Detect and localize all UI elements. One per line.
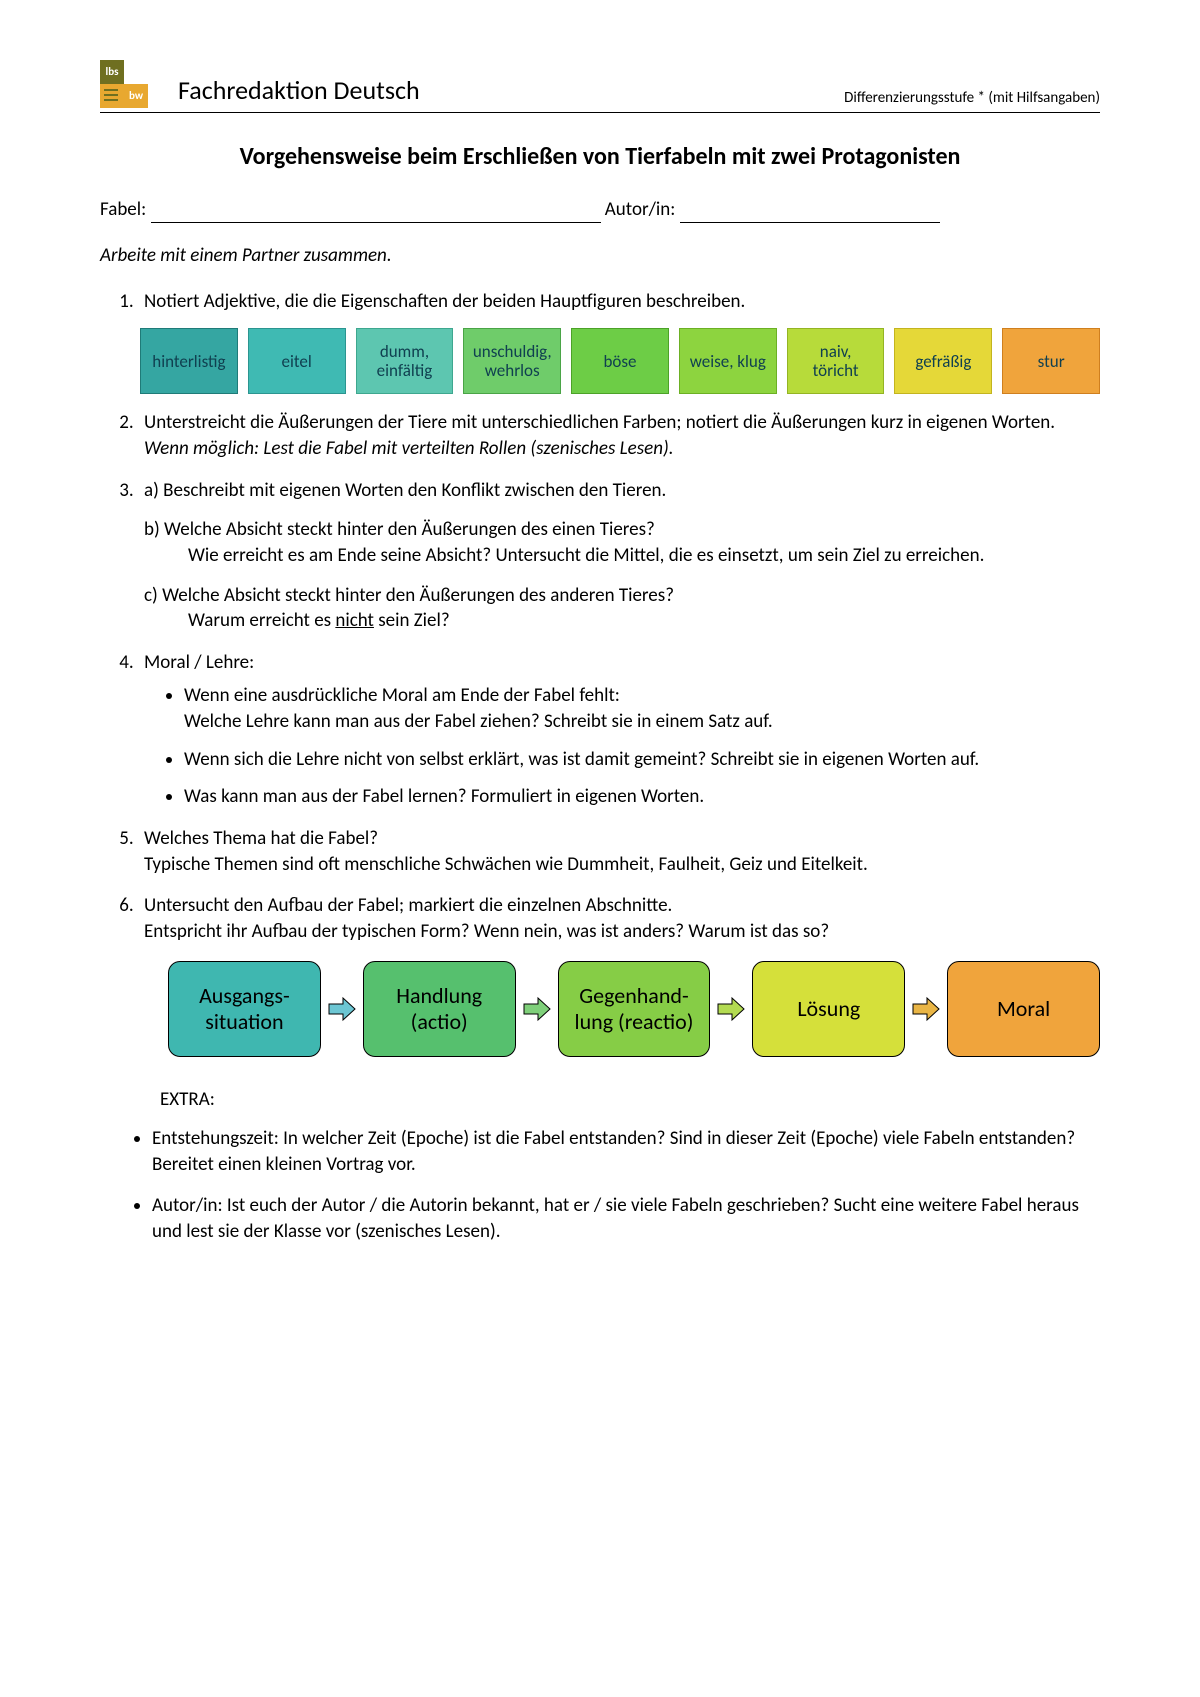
task-list: Notiert Adjektive, die die Eigenschaften… [100,289,1100,1057]
arrow-icon [522,994,552,1024]
task-6a: Untersucht den Aufbau der Fabel; markier… [144,894,672,917]
task-3c: c) Welche Absicht steckt hinter den Äuße… [144,583,1100,634]
logo-bottom: bw [124,84,148,108]
adjective-box: stur [1002,328,1100,394]
task-2: Unterstreicht die Äußerungen der Tiere m… [138,410,1100,461]
flow-box: Ausgangs- situation [168,961,321,1057]
task-3c-2-post: sein Ziel? [374,609,450,632]
task-5b: Typische Themen sind oft menschliche Sch… [144,853,868,876]
form-line: Fabel: Autor/in: [100,197,1100,223]
header-subtitle: Differenzierungsstufe * (mit Hilfsangabe… [844,88,1100,108]
task-4: Moral / Lehre: Wenn eine ausdrückliche M… [138,650,1100,810]
adjective-row: hinterlistigeiteldumm, einfältigunschuld… [140,328,1100,394]
task-1-text: Notiert Adjektive, die die Eigenschaften… [144,290,745,313]
flow-box: Handlung (actio) [363,961,516,1057]
task-5a: Welches Thema hat die Fabel? [144,827,378,850]
extra-heading: EXTRA: [160,1087,1100,1113]
task-3: a) Beschreibt mit eigenen Worten den Kon… [138,478,1100,634]
flow-row: Ausgangs- situation Handlung (actio) Gegen… [168,961,1100,1057]
task-3b: b) Welche Absicht steckt hinter den Äuße… [144,517,1100,568]
task-3b-2: Wie erreicht es am Ende seine Absicht? U… [144,543,1100,569]
extra-list: Entstehungszeit: In welcher Zeit (Epoche… [100,1126,1100,1245]
task-4-b3: Was kann man aus der Fabel lernen? Formu… [184,784,1100,810]
adjective-box: weise, klug [679,328,777,394]
fabel-blank [151,204,601,223]
logo: lbs bw [100,60,148,108]
logo-top: lbs [100,60,124,84]
adjective-box: gefräßig [894,328,992,394]
arrow-icon [911,994,941,1024]
autor-label: Autor/in: [605,198,676,221]
task-6b: Entspricht ihr Aufbau der typischen Form… [144,920,829,943]
flow-box: Moral [947,961,1100,1057]
adjective-box: hinterlistig [140,328,238,394]
adjective-box: böse [571,328,669,394]
task-3c-2: Warum erreicht es nicht sein Ziel? [144,608,1100,634]
extra-1: Entstehungszeit: In welcher Zeit (Epoche… [152,1126,1100,1177]
task-3c-2-pre: Warum erreicht es [188,609,335,632]
task-2b: Wenn möglich: Lest die Fabel mit verteil… [144,437,674,460]
autor-blank [680,204,940,223]
extra-2: Autor/in: Ist euch der Autor / die Autor… [152,1193,1100,1244]
task-5: Welches Thema hat die Fabel? Typische Th… [138,826,1100,877]
task-6: Untersucht den Aufbau der Fabel; markier… [138,893,1100,1056]
instruction: Arbeite mit einem Partner zusammen. [100,243,1100,269]
adjective-box: unschuldig, wehrlos [463,328,561,394]
fabel-label: Fabel: [100,198,146,221]
task-4-h: Moral / Lehre: [144,651,254,674]
task-3c-2-u: nicht [335,609,374,632]
task-3b-1: b) Welche Absicht steckt hinter den Äuße… [144,518,655,541]
flow-box: Gegenhand- lung (reactio) [558,961,711,1057]
task-3c-1: c) Welche Absicht steckt hinter den Äuße… [144,584,674,607]
adjective-box: naiv, töricht [787,328,885,394]
header-title: Fachredaktion Deutsch [178,73,844,108]
adjective-box: dumm, einfältig [356,328,454,394]
task-4-bullets: Wenn eine ausdrückliche Moral am Ende de… [144,683,1100,810]
logo-bars [100,84,124,108]
task-1: Notiert Adjektive, die die Eigenschaften… [138,289,1100,395]
arrow-icon [327,994,357,1024]
page-header: lbs bw Fachredaktion Deutsch Differenzie… [100,60,1100,113]
arrow-icon [716,994,746,1024]
task-4-b1: Wenn eine ausdrückliche Moral am Ende de… [184,683,1100,734]
task-2a: Unterstreicht die Äußerungen der Tiere m… [144,411,1055,434]
adjective-box: eitel [248,328,346,394]
task-4-b2: Wenn sich die Lehre nicht von selbst erk… [184,747,1100,773]
main-title: Vorgehensweise beim Erschließen von Tier… [100,141,1100,173]
flow-box: Lösung [752,961,905,1057]
task-3a: a) Beschreibt mit eigenen Worten den Kon… [144,479,666,502]
